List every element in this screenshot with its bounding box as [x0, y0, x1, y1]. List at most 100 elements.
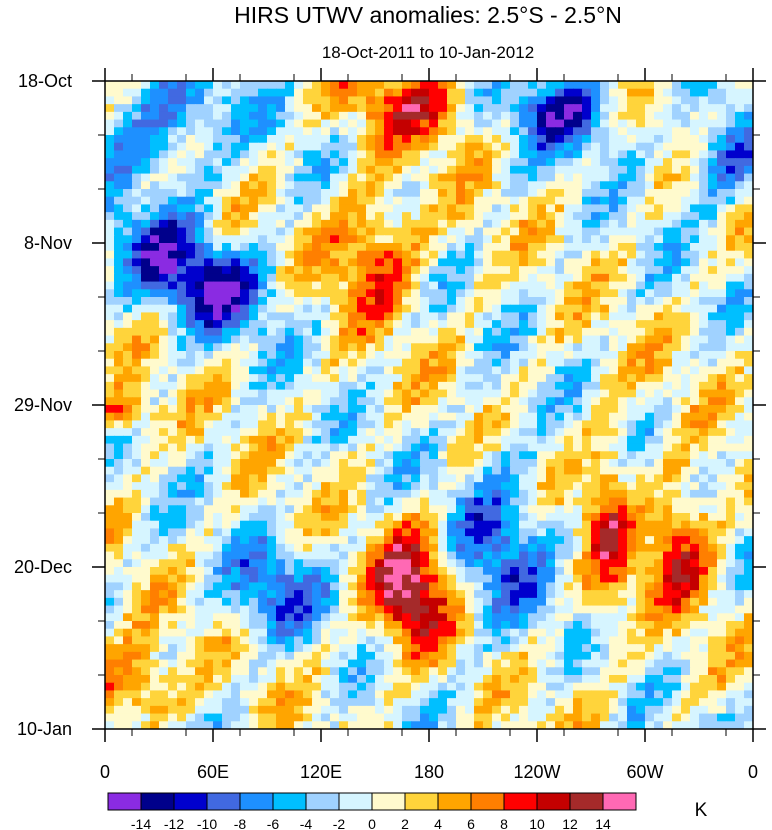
heat-cell	[177, 428, 187, 437]
heat-cell	[591, 366, 601, 375]
heat-cell	[240, 536, 250, 545]
heat-cell	[591, 374, 601, 383]
heat-cell	[474, 281, 484, 290]
heat-cell	[483, 196, 493, 206]
heat-cell	[303, 605, 313, 614]
heat-cell	[645, 597, 655, 607]
heat-cell	[654, 104, 664, 113]
heat-cell	[186, 489, 196, 499]
heat-cell	[483, 273, 493, 283]
heat-cell	[348, 420, 358, 429]
heat-cell	[474, 543, 484, 553]
heat-cell	[348, 474, 358, 483]
heat-cell	[222, 559, 232, 568]
heat-cell	[420, 459, 430, 468]
heat-cell	[726, 351, 736, 360]
heat-cell	[546, 212, 556, 221]
heat-cell	[447, 142, 457, 152]
heat-cell	[249, 474, 259, 483]
heat-cell	[699, 127, 709, 136]
heat-cell	[564, 412, 574, 422]
heat-cell	[609, 165, 619, 175]
heat-cell	[501, 258, 511, 267]
heat-cell	[258, 320, 268, 329]
heat-cell	[699, 435, 709, 445]
heat-cell	[663, 451, 673, 460]
heat-cell	[726, 142, 736, 152]
heat-cell	[672, 165, 682, 175]
heat-cell	[537, 528, 547, 537]
heat-cell	[411, 135, 421, 144]
heat-cell	[312, 173, 322, 182]
heat-cell	[267, 366, 277, 375]
heat-cell	[303, 389, 313, 398]
heat-cell	[438, 304, 448, 314]
heat-cell	[132, 304, 142, 314]
heat-cell	[420, 466, 430, 476]
heat-cell	[654, 81, 664, 90]
heat-cell	[510, 428, 520, 437]
heat-cell	[483, 435, 493, 445]
heat-cell	[717, 281, 727, 290]
heat-cell	[123, 574, 133, 584]
heat-cell	[708, 327, 718, 337]
heat-cell	[645, 451, 655, 460]
heat-cell	[555, 459, 565, 468]
heat-cell	[114, 520, 124, 530]
heat-cell	[168, 597, 178, 607]
heat-cell	[483, 343, 493, 352]
heat-cell	[744, 88, 753, 98]
heat-cell	[573, 420, 583, 429]
heat-cell	[555, 358, 565, 368]
heat-cell	[402, 312, 412, 321]
heat-cell	[672, 196, 682, 206]
heat-cell	[726, 590, 736, 599]
heat-cell	[402, 266, 412, 275]
heat-cell	[618, 435, 628, 445]
heat-cell	[105, 474, 115, 483]
heat-cell	[627, 243, 637, 252]
heat-cell	[303, 435, 313, 445]
heat-cell	[582, 243, 592, 252]
heat-cell	[519, 266, 529, 275]
heat-cell	[438, 513, 448, 522]
heat-cell	[744, 81, 753, 90]
heat-cell	[708, 459, 718, 468]
heat-cell	[654, 250, 664, 260]
heat-cell	[321, 289, 331, 298]
heat-cell	[501, 412, 511, 422]
heat-cell	[663, 273, 673, 283]
heat-cell	[645, 343, 655, 352]
heat-cell	[438, 505, 448, 514]
heat-cell	[411, 204, 421, 213]
heat-cell	[528, 366, 538, 375]
heat-cell	[645, 142, 655, 152]
heat-cell	[168, 111, 178, 121]
heat-cell	[591, 219, 601, 229]
heat-cell	[645, 559, 655, 568]
heat-cell	[474, 343, 484, 352]
heat-cell	[429, 196, 439, 206]
heat-cell	[726, 150, 736, 159]
heat-cell	[645, 150, 655, 159]
heat-cell	[285, 304, 295, 314]
heat-cell	[501, 443, 511, 452]
heat-cell	[483, 150, 493, 159]
heat-cell	[555, 451, 565, 460]
heat-cell	[285, 374, 295, 383]
heat-cell	[393, 250, 403, 260]
heat-cell	[213, 204, 223, 213]
heat-cell	[321, 243, 331, 252]
heat-cell	[555, 374, 565, 383]
heat-cell	[510, 111, 520, 121]
heat-cell	[447, 181, 457, 190]
heat-cell	[735, 466, 745, 476]
heat-cell	[249, 374, 259, 383]
heat-cell	[429, 536, 439, 545]
heat-cell	[393, 81, 403, 90]
heat-cell	[249, 528, 259, 537]
heat-cell	[582, 374, 592, 383]
heat-cell	[465, 497, 475, 506]
heat-cell	[420, 590, 430, 599]
heat-cell	[357, 459, 367, 468]
